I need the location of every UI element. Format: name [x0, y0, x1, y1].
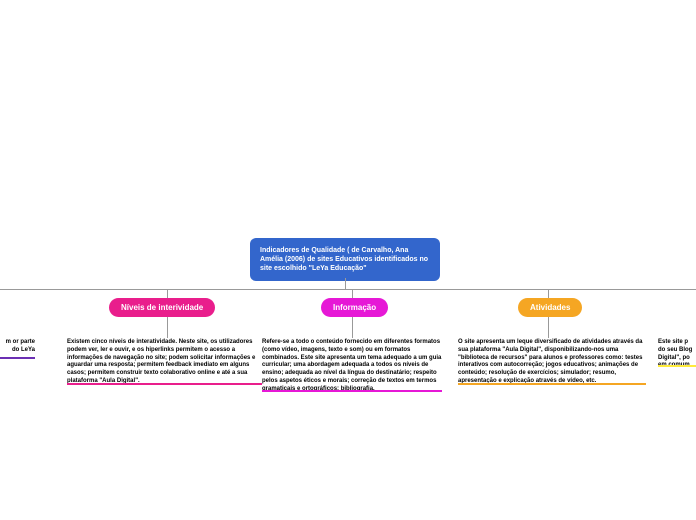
root-connector — [345, 278, 346, 289]
branch-desc-connector — [352, 316, 353, 338]
branch-description: O site apresenta um leque diversificado … — [458, 339, 646, 386]
branch-underline — [458, 383, 646, 385]
branch-description: Refere-se a todo o conteúdo fornecido em… — [262, 339, 442, 394]
root-title: Indicadores de Qualidade ( de Carvalho, … — [260, 247, 428, 272]
branch-description: Existem cinco níveis de interatividade. … — [67, 339, 262, 386]
branch-label: Atividades — [518, 298, 582, 317]
branch-underline — [67, 383, 262, 385]
partial-left-text: m or parte do LeYa — [0, 339, 35, 355]
branch-desc-connector — [167, 316, 168, 338]
branch-label: Informação — [321, 298, 388, 317]
horizontal-connector — [0, 289, 696, 290]
branch-underline — [262, 390, 442, 392]
partial-right-underline — [658, 365, 696, 367]
partial-left-underline — [0, 357, 35, 359]
branch-label: Níveis de interividade — [109, 298, 215, 317]
root-node: Indicadores de Qualidade ( de Carvalho, … — [250, 238, 440, 281]
branch-desc-connector — [548, 316, 549, 338]
